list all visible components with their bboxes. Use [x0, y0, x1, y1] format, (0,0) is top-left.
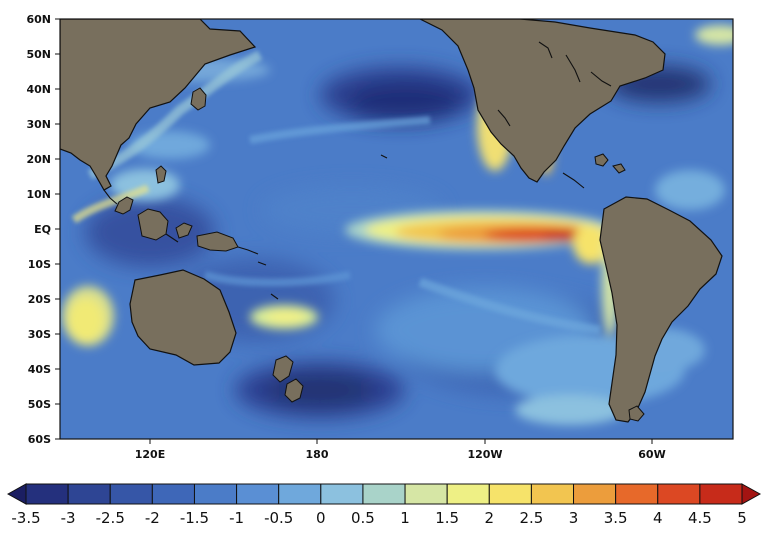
colorbar-segment — [25, 483, 69, 505]
colorbar-segment — [151, 483, 195, 505]
longitude-tick-label: 120W — [467, 448, 502, 461]
asia-landmass — [60, 19, 257, 191]
japan-island — [190, 87, 207, 111]
sumatra-island — [114, 196, 134, 215]
map-panel — [59, 18, 734, 440]
longitude-tick-label: 120E — [135, 448, 165, 461]
sulawesi-island — [175, 222, 193, 239]
colorbar-segment — [67, 483, 111, 505]
colorbar-tick-label: -3 — [61, 509, 76, 527]
hispaniola-island — [612, 163, 626, 174]
latitude-tick-label: 60N — [26, 13, 51, 26]
cuba-island — [594, 153, 609, 167]
colorbar-tick-label: -1 — [229, 509, 244, 527]
latitude-tick-label: 20N — [26, 153, 51, 166]
colorbar-segment — [6, 483, 27, 505]
coastline-details — [103, 41, 612, 300]
colorbar-tick-label: -3.5 — [11, 509, 40, 527]
colorbar-segment — [362, 483, 406, 505]
colorbar-labels: -3.5 -3 -2.5 -2 -1.5 -1 -0.5 0 0.5 1 1.5 2 2.5 3 3.5 4 4… — [11, 509, 747, 527]
colorbar-tick-label: 0 — [316, 509, 326, 527]
latitude-tick-label: 60S — [28, 433, 51, 446]
colorbar-tick-label: 2 — [485, 509, 495, 527]
colorbar-tick-label: -0.5 — [264, 509, 293, 527]
colorbar-tick-label: 3 — [569, 509, 579, 527]
colorbar-segment — [320, 483, 364, 505]
colorbar-tick-label: 2.5 — [519, 509, 543, 527]
colorbar-tick-label: -1.5 — [180, 509, 209, 527]
colorbar-segment — [741, 483, 762, 505]
colorbar — [6, 483, 762, 505]
colorbar-segment — [657, 483, 701, 505]
latitude-tick-label: 20S — [28, 293, 51, 306]
tierra-del-fuego-island — [628, 405, 645, 422]
new-zealand-south-island — [284, 378, 304, 403]
new-zealand-north-island — [272, 355, 294, 383]
colorbar-tick-label: -2 — [145, 509, 160, 527]
philippines-island — [155, 165, 167, 184]
colorbar-segment — [615, 483, 659, 505]
latitude-axis: 60N 50N 40N 30N 20N 10N EQ 10S 20S 30S 40S 50S 60S — [26, 13, 60, 446]
colorbar-segment — [236, 483, 280, 505]
colorbar-segment — [404, 483, 448, 505]
colorbar-tick-label: 4 — [653, 509, 663, 527]
colorbar-tick-label: 4.5 — [688, 509, 712, 527]
new-guinea-island — [196, 231, 239, 252]
latitude-tick-label: 30N — [26, 118, 51, 131]
longitude-tick-label: 60W — [638, 448, 665, 461]
longitude-axis: 120E 180 120W 60W — [135, 439, 666, 461]
colorbar-tick-label: 1 — [400, 509, 410, 527]
longitude-tick-label: 180 — [306, 448, 329, 461]
colorbar-tick-label: 1.5 — [435, 509, 459, 527]
colorbar-segment — [530, 483, 575, 505]
colorbar-segment — [278, 483, 322, 505]
land-layer — [60, 19, 723, 423]
latitude-tick-label: 50N — [26, 48, 51, 61]
australia-landmass — [129, 269, 237, 366]
north-america-landmass — [419, 19, 666, 183]
latitude-tick-label: 30S — [28, 328, 51, 341]
colorbar-tick-label: 3.5 — [604, 509, 628, 527]
colorbar-segment — [488, 483, 532, 505]
colorbar-segment — [193, 483, 238, 505]
colorbar-segment — [699, 483, 743, 505]
colorbar-tick-label: 5 — [737, 509, 747, 527]
latitude-tick-label: 10N — [26, 188, 51, 201]
latitude-tick-label: 40N — [26, 83, 51, 96]
latitude-tick-label: 40S — [28, 363, 51, 376]
colorbar-segment — [109, 483, 153, 505]
colorbar-segment — [573, 483, 617, 505]
latitude-tick-label: 10S — [28, 258, 51, 271]
colorbar-tick-label: -2.5 — [96, 509, 125, 527]
borneo-island — [137, 208, 169, 241]
latitude-tick-label: EQ — [34, 223, 51, 236]
colorbar-segment — [446, 483, 490, 505]
south-america-landmass — [599, 196, 723, 423]
colorbar-tick-label: 0.5 — [351, 509, 375, 527]
latitude-tick-label: 50S — [28, 398, 51, 411]
